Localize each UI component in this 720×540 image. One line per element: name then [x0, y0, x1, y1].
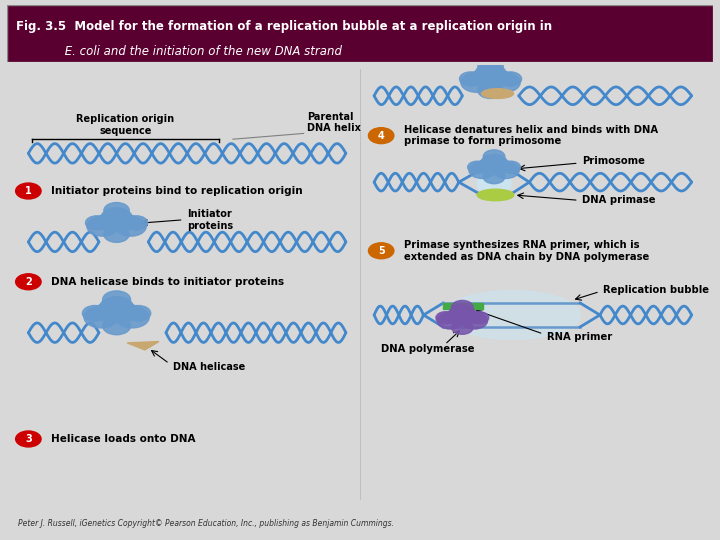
- Circle shape: [489, 73, 520, 92]
- Circle shape: [102, 317, 130, 335]
- Circle shape: [104, 226, 130, 242]
- Circle shape: [459, 72, 482, 86]
- Circle shape: [436, 312, 455, 324]
- Circle shape: [104, 202, 130, 219]
- Ellipse shape: [482, 89, 513, 98]
- Circle shape: [94, 303, 121, 321]
- Text: 2: 2: [25, 277, 32, 287]
- Circle shape: [468, 161, 487, 173]
- Text: Peter J. Russell, iGenetics Copyright© Pearson Education, Inc., publishing as Be: Peter J. Russell, iGenetics Copyright© P…: [18, 519, 394, 528]
- Circle shape: [483, 150, 505, 164]
- Text: DNA helicase: DNA helicase: [173, 362, 246, 372]
- Text: 3: 3: [25, 434, 32, 444]
- Text: DNA polymerase: DNA polymerase: [381, 344, 474, 354]
- Text: Replication origin
sequence: Replication origin sequence: [76, 114, 174, 136]
- Circle shape: [102, 291, 130, 308]
- Text: 1: 1: [25, 186, 32, 196]
- Text: 4: 4: [378, 131, 384, 140]
- Circle shape: [87, 217, 118, 236]
- Text: E. coli and the initiation of the new DNA strand: E. coli and the initiation of the new DN…: [16, 45, 342, 58]
- Circle shape: [475, 64, 506, 83]
- Text: Primase synthesizes RNA primer, which is
extended as DNA chain by DNA polymerase: Primase synthesizes RNA primer, which is…: [404, 240, 649, 261]
- Circle shape: [469, 70, 495, 86]
- Text: Replication bubble: Replication bubble: [603, 285, 709, 295]
- Circle shape: [112, 303, 140, 321]
- Circle shape: [501, 161, 521, 173]
- Circle shape: [369, 127, 394, 144]
- Circle shape: [490, 160, 512, 173]
- Text: RNA primer: RNA primer: [547, 332, 612, 342]
- Text: Primosome: Primosome: [582, 157, 645, 166]
- Circle shape: [86, 216, 108, 230]
- Ellipse shape: [443, 291, 580, 339]
- Circle shape: [478, 59, 503, 75]
- Circle shape: [101, 208, 132, 227]
- Circle shape: [483, 170, 505, 184]
- Text: DNA primase: DNA primase: [582, 195, 656, 205]
- Circle shape: [444, 310, 466, 324]
- Circle shape: [16, 431, 41, 447]
- Circle shape: [84, 307, 118, 328]
- Circle shape: [82, 306, 107, 321]
- Circle shape: [461, 73, 492, 92]
- Circle shape: [115, 307, 149, 328]
- Circle shape: [459, 310, 480, 324]
- Circle shape: [125, 216, 148, 230]
- Circle shape: [499, 72, 521, 86]
- Text: Helicase loads onto DNA: Helicase loads onto DNA: [51, 434, 195, 444]
- FancyBboxPatch shape: [7, 5, 713, 62]
- Circle shape: [486, 70, 512, 86]
- Circle shape: [99, 297, 134, 318]
- Polygon shape: [444, 303, 484, 309]
- Circle shape: [451, 321, 473, 334]
- Circle shape: [449, 305, 475, 321]
- Circle shape: [478, 83, 503, 98]
- Text: Fig. 3.5  Model for the formation of a replication bubble at a replication origi: Fig. 3.5 Model for the formation of a re…: [16, 19, 552, 32]
- Text: 5: 5: [378, 246, 384, 256]
- Ellipse shape: [477, 189, 514, 201]
- Circle shape: [481, 154, 508, 171]
- Circle shape: [493, 162, 519, 178]
- Text: Initiator proteins bind to replication origin: Initiator proteins bind to replication o…: [51, 186, 302, 196]
- Ellipse shape: [477, 166, 511, 198]
- Circle shape: [451, 300, 473, 314]
- Circle shape: [437, 313, 464, 329]
- Circle shape: [369, 243, 394, 259]
- Circle shape: [16, 274, 41, 290]
- Circle shape: [126, 306, 150, 321]
- Circle shape: [469, 312, 489, 324]
- Text: Parental
DNA helix: Parental DNA helix: [307, 112, 361, 133]
- Circle shape: [476, 160, 498, 173]
- Circle shape: [95, 214, 121, 230]
- Text: Initiator
proteins: Initiator proteins: [187, 209, 233, 231]
- Text: DNA helicase binds to initiator proteins: DNA helicase binds to initiator proteins: [51, 277, 284, 287]
- Text: Helicase denatures helix and binds with DNA
primase to form primosome: Helicase denatures helix and binds with …: [404, 125, 658, 146]
- Circle shape: [115, 217, 146, 236]
- Circle shape: [112, 214, 138, 230]
- Circle shape: [461, 313, 487, 329]
- Circle shape: [16, 183, 41, 199]
- Polygon shape: [127, 342, 159, 350]
- Circle shape: [469, 162, 495, 178]
